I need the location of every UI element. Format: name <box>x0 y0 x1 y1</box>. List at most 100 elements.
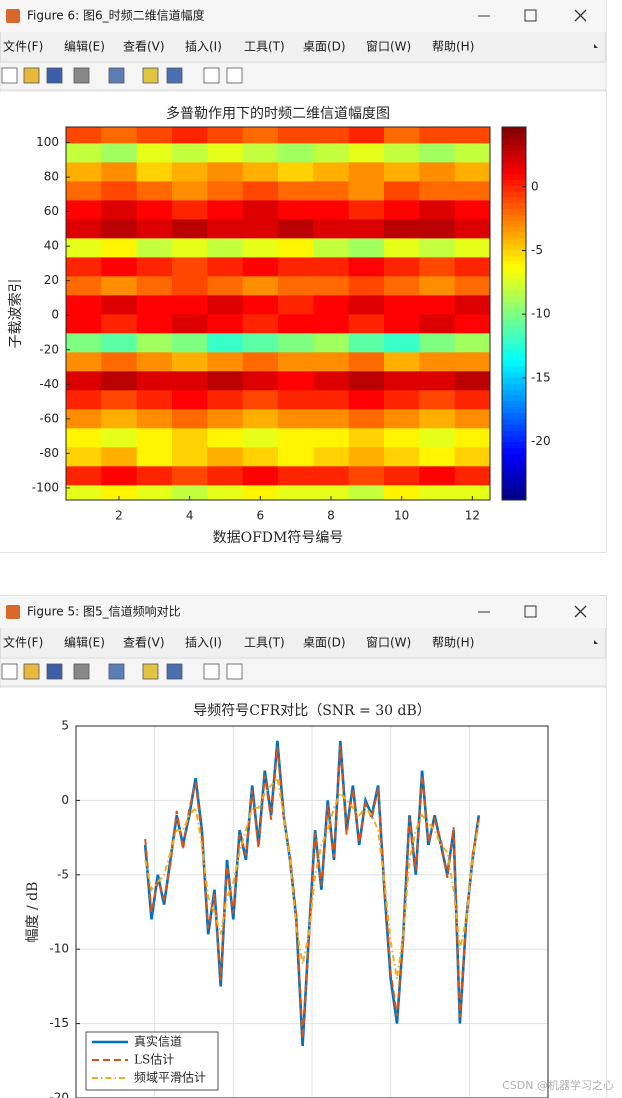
maximize-button <box>524 605 537 618</box>
colorbar-step <box>502 360 526 367</box>
colorbar-step <box>502 249 526 256</box>
colorbar-step <box>502 185 526 192</box>
heatmap-cell <box>278 390 314 410</box>
heatmap-cell <box>419 162 456 182</box>
heatmap-cell <box>172 257 208 277</box>
heatmap-cell <box>313 181 350 201</box>
heatmap-cell <box>384 390 420 410</box>
heatmap-cell <box>136 219 173 239</box>
colorbar-step <box>502 447 526 454</box>
heatmap-cell <box>207 371 244 391</box>
y-tick-label: 5 <box>61 719 69 733</box>
colorbar-step <box>502 231 526 239</box>
heatmap-cell <box>454 257 490 277</box>
toolbar <box>0 657 607 687</box>
heatmap-cell <box>384 219 420 239</box>
toolbar-button <box>23 67 40 84</box>
heatmap-cell <box>348 238 385 258</box>
menu-item: 文件(F) <box>3 39 43 54</box>
heatmap-cell <box>66 200 102 220</box>
heatmap-cell <box>313 409 350 429</box>
chart-title: 导频符号CFR对比（SNR = 30 dB） <box>193 703 431 719</box>
heatmap-cell <box>242 143 279 163</box>
heatmap-cell <box>172 485 208 500</box>
heatmap-cell <box>278 466 314 486</box>
heatmap-cell <box>348 276 385 296</box>
heatmap-cell <box>278 276 314 296</box>
heatmap-cell <box>384 466 420 486</box>
heatmap-cell <box>101 219 138 239</box>
colorbar-step <box>502 476 526 484</box>
heatmap-cell <box>136 466 173 486</box>
heatmap-cell <box>101 276 138 296</box>
heatmap-cell <box>172 371 208 391</box>
heatmap-cell <box>348 333 385 353</box>
colorbar-step <box>502 412 526 419</box>
heatmap-cell <box>136 181 173 201</box>
heatmap-cell <box>66 238 102 258</box>
colorbar-step <box>502 266 526 274</box>
menu-item: 窗口(W) <box>366 636 411 650</box>
menu-item: 查看(V) <box>123 40 165 54</box>
x-tick-label: 12 <box>465 509 480 523</box>
colorbar-step <box>502 435 526 443</box>
toolbar-button <box>46 663 63 680</box>
colorbar-step <box>502 255 526 262</box>
heatmap-cell <box>136 447 173 467</box>
heatmap-cell <box>348 447 385 467</box>
heatmap-cell <box>384 352 420 372</box>
legend-label: 频域平滑估计 <box>134 1071 206 1085</box>
heatmap-cell <box>66 127 102 144</box>
heatmap-cell <box>454 390 490 410</box>
heatmap-cell <box>101 485 138 500</box>
heatmap-cell <box>172 409 208 429</box>
heatmap-cell <box>419 428 456 448</box>
heatmap-cell <box>384 314 420 334</box>
heatmap-cell <box>454 200 490 220</box>
menu-item: 文件(F) <box>3 635 43 650</box>
heatmap-cell <box>172 200 208 220</box>
heatmap-cell <box>66 447 102 467</box>
heatmap-cell <box>348 428 385 448</box>
heatmap-cell <box>278 143 314 163</box>
heatmap-cell <box>278 238 314 258</box>
heatmap-cell <box>242 200 279 220</box>
heatmap-cell <box>66 143 102 163</box>
heatmap-cell <box>136 127 173 144</box>
heatmap-cell <box>242 409 279 429</box>
heatmap-cell <box>136 143 173 163</box>
heatmap-cell <box>136 238 173 258</box>
heatmap-cell <box>278 200 314 220</box>
heatmap-cell <box>384 181 420 201</box>
toolbar-button <box>73 67 90 84</box>
colorbar-step <box>502 237 526 245</box>
heatmap-cell <box>313 390 350 410</box>
colorbar-step <box>502 167 526 175</box>
heatmap-cell <box>278 333 314 353</box>
heatmap-cell <box>242 390 279 410</box>
heatmap-cell <box>101 333 138 353</box>
colorbar-step <box>502 383 526 390</box>
heatmap-cell <box>101 371 138 391</box>
colorbar-step <box>502 313 526 320</box>
y-tick-label: 0 <box>61 793 69 807</box>
heatmap-cell <box>172 333 208 353</box>
heatmap-cell <box>313 127 350 144</box>
heatmap-cell <box>419 352 456 372</box>
heatmap-cell <box>348 162 385 182</box>
heatmap-cell <box>242 257 279 277</box>
heatmap-cell <box>66 181 102 201</box>
heatmap-cell <box>172 143 208 163</box>
menu-item: 编辑(E) <box>64 635 105 650</box>
heatmap-cell <box>419 143 456 163</box>
colorbar-step <box>502 278 526 285</box>
heatmap-cell <box>242 181 279 201</box>
heatmap-cell <box>313 295 350 315</box>
toolbar-button <box>142 663 159 680</box>
heatmap-cell <box>242 352 279 372</box>
close-button <box>574 605 587 618</box>
colorbar-step <box>502 150 526 157</box>
axes-frame <box>65 126 491 501</box>
heatmap-cell <box>172 447 208 467</box>
heatmap-cell <box>313 352 350 372</box>
